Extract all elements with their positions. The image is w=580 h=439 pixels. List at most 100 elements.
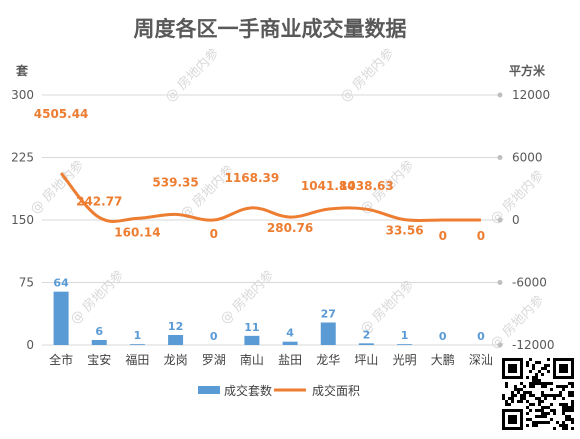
qr-module (529, 382, 532, 385)
qr-module (532, 385, 535, 388)
line-value-label: 160.14 (114, 225, 160, 239)
qr-module (547, 358, 550, 361)
qr-module (532, 367, 535, 370)
qr-module (526, 364, 529, 367)
qr-module (523, 391, 526, 394)
bar-value-label: 0 (439, 330, 447, 343)
right-tick-marker (497, 280, 503, 285)
qr-module (526, 406, 529, 409)
bar (129, 344, 145, 345)
qr-module (562, 412, 565, 415)
qr-module (544, 421, 547, 424)
qr-module (526, 424, 529, 427)
qr-module (529, 418, 532, 421)
qr-module (532, 403, 535, 406)
bar-value-label: 1 (134, 329, 142, 342)
watermark-text: @ 房地内参 (67, 267, 127, 327)
qr-module (553, 412, 556, 415)
line-value-label: 0 (210, 227, 218, 241)
category-label: 全市 (49, 352, 73, 367)
qr-module (526, 400, 529, 403)
right-axis-ticks: -12000 -6000 0 6000 12000 (497, 88, 555, 352)
right-tick-marker (497, 342, 503, 348)
qr-module (550, 388, 553, 391)
qr-module (562, 397, 565, 400)
qr-module (541, 394, 544, 397)
qr-module (535, 415, 538, 418)
qr-module (544, 406, 547, 409)
qr-module (568, 394, 571, 397)
qr-module (544, 382, 547, 385)
qr-code-image (500, 356, 576, 432)
qr-module (514, 394, 517, 397)
left-axis-unit: 套 (15, 63, 29, 78)
category-label: 深汕 (469, 353, 493, 367)
category-label: 盐田 (278, 353, 302, 367)
qr-module (529, 385, 532, 388)
line-series (59, 172, 481, 223)
qr-module (547, 406, 550, 409)
line-value-label: 1041.84 (301, 179, 356, 193)
qr-module (529, 358, 532, 361)
qr-module (535, 382, 538, 385)
left-tick-label: 225 (11, 151, 34, 165)
right-tick-label: 12000 (512, 88, 550, 102)
line-value-label: 1038.63 (339, 179, 394, 193)
qr-module (514, 388, 517, 391)
qr-module (550, 382, 553, 385)
qr-module (538, 415, 541, 418)
category-label: 龙岗 (164, 353, 188, 367)
qr-module (517, 388, 520, 391)
qr-module (502, 397, 505, 400)
category-label: 福田 (125, 352, 149, 367)
qr-module (541, 400, 544, 403)
line-value-label: 1168.39 (225, 171, 280, 185)
category-labels: 全市 宝安 福田 龙岗 罗湖 南山 盐田 龙华 坪山 光明 大鹏 深汕 (49, 352, 493, 367)
chart-title: 周度各区一手商业成交量数据 (134, 17, 407, 41)
qr-module (550, 418, 553, 421)
qr-module (544, 367, 547, 370)
qr-module (538, 361, 541, 364)
qr-module (520, 394, 523, 397)
qr-module (505, 385, 508, 388)
qr-module (544, 397, 547, 400)
qr-module (535, 376, 538, 379)
qr-module (565, 403, 568, 406)
qr-module (529, 394, 532, 397)
bar (397, 344, 413, 345)
qr-module (541, 367, 544, 370)
bar-data-labels: 64 6 1 12 0 11 4 27 2 1 0 0 (53, 277, 485, 343)
qr-module (550, 403, 553, 406)
qr-module (532, 421, 535, 424)
qr-module (547, 421, 550, 424)
line-value-label: 0 (439, 229, 447, 243)
qr-module (562, 385, 565, 388)
qr-module (526, 361, 529, 364)
qr-module (556, 385, 559, 388)
qr-module (565, 409, 568, 412)
qr-module (562, 421, 565, 424)
right-axis-unit: 平方米 (509, 63, 546, 78)
qr-module (526, 391, 529, 394)
bar (358, 343, 374, 345)
qr-module (565, 424, 568, 427)
bar (320, 322, 336, 345)
qr-module (517, 391, 520, 394)
qr-module (517, 400, 520, 403)
qr-module (505, 403, 508, 406)
line-data-labels: 4505.44 242.77 160.14 539.35 0 1168.39 280.76 1… (34, 107, 485, 243)
qr-module (562, 403, 565, 406)
qr-module (544, 364, 547, 367)
qr-module (538, 409, 541, 412)
qr-module (565, 385, 568, 388)
qr-module (565, 415, 568, 418)
qr-module (568, 391, 571, 394)
qr-module (526, 412, 529, 415)
bar (244, 335, 260, 345)
bar-value-label: 1 (401, 329, 409, 342)
qr-module (535, 373, 538, 376)
bar-value-label: 4 (286, 327, 294, 340)
qr-module (571, 403, 574, 406)
qr-module (562, 409, 565, 412)
